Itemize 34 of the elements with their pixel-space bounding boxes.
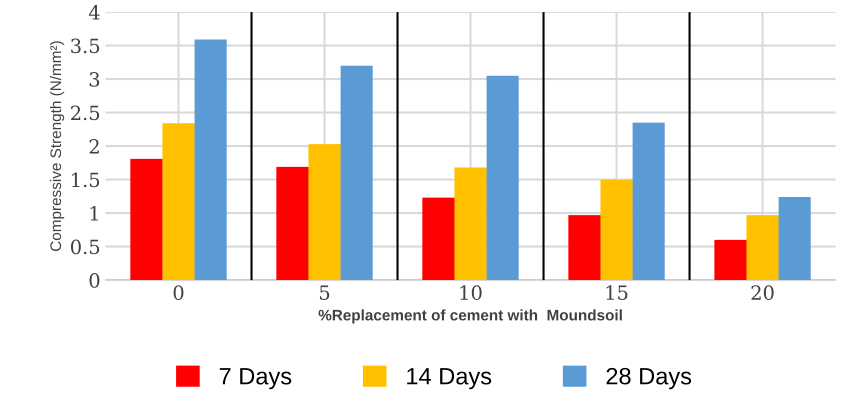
x-tick-label: 20 [752,285,774,300]
y-tick-label: 2 [90,139,99,154]
y-axis-title: Compressive Strength (N/mm²) [50,41,64,251]
y-tick-label: 3.5 [71,38,100,54]
bar [194,40,227,280]
bar [778,197,811,280]
bar [600,180,633,280]
bar [276,166,308,280]
y-tick-label: 2.5 [71,106,100,120]
bar [130,158,162,280]
y-tick-label: 0 [90,273,100,288]
y-tick-label: 0.5 [71,240,100,254]
y-tick-label: 1 [90,206,98,220]
x-tick-label: 0 [174,285,184,300]
bar [454,168,487,280]
legend-label: 14 Days [407,368,492,390]
bar [340,66,373,280]
bar [308,144,341,280]
x-tick-label: 15 [606,285,628,300]
x-axis-title: %Replacement of cement with Moundsoil [318,309,622,324]
legend-label: 28 Days [606,368,692,390]
bar [568,215,600,280]
bar [714,240,746,280]
bar [422,198,454,280]
legend-label: 7 Days [220,368,292,390]
bar [632,122,665,280]
x-tick-label: 5 [320,286,330,300]
bar [162,123,195,280]
y-tick-label: 3 [90,72,100,87]
bar [486,76,519,280]
y-tick-label: 1.5 [72,172,100,188]
y-tick-label: 4 [88,5,100,20]
x-tick-label: 10 [460,285,482,300]
bar [746,215,779,280]
